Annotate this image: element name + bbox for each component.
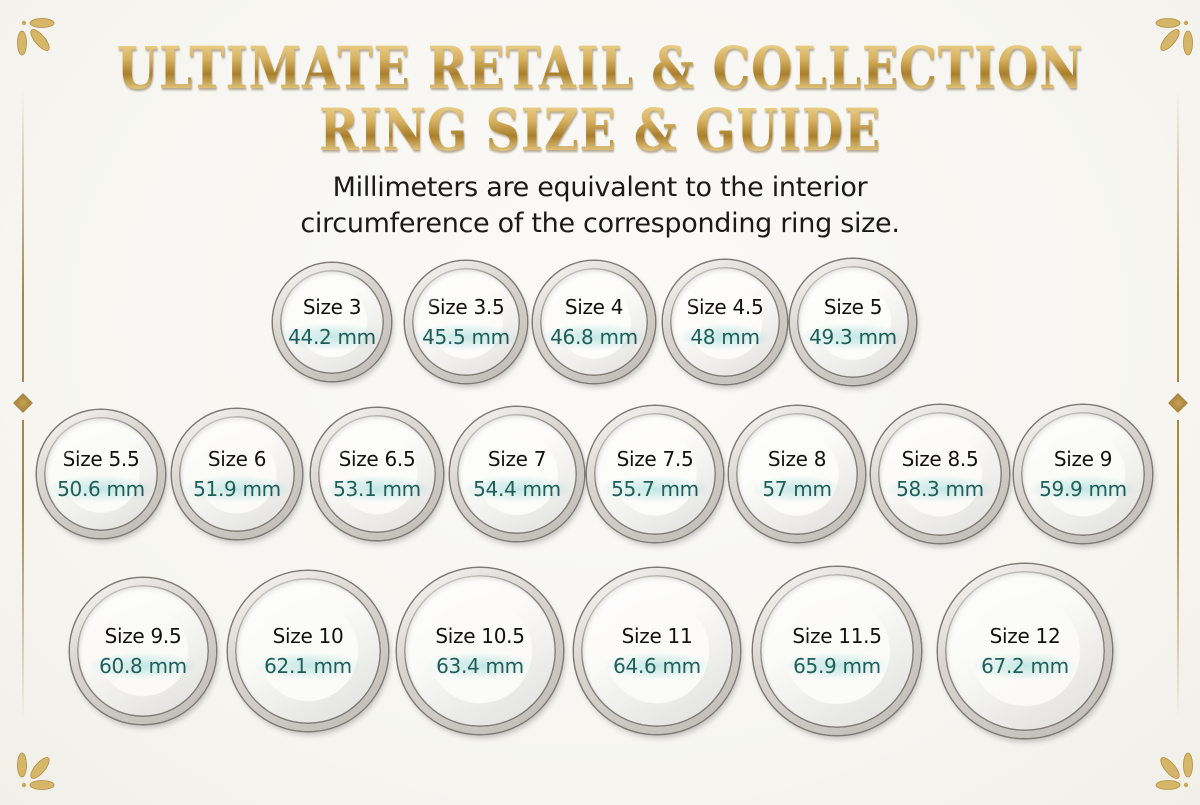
leaf-cluster-icon-top-right	[1130, 10, 1200, 80]
subtitle-line-2: circumference of the corresponding ring …	[300, 208, 900, 239]
ring-size-item: Size 4 46.8 mm	[533, 261, 655, 383]
ring-size-item: Size 7 54.4 mm	[450, 407, 584, 541]
ring-size-label: Size 4.5	[686, 294, 764, 319]
ring-circumference-mm: 51.9 mm	[185, 475, 289, 502]
ring-circumference-mm: 63.4 mm	[428, 652, 532, 679]
right-border-line-top	[1177, 90, 1179, 382]
ring-size-label: Size 11	[621, 623, 693, 648]
ring-circumference-mm: 58.3 mm	[888, 475, 992, 502]
ring-size-label: Size 12	[989, 623, 1061, 648]
ring-circumference-mm: 60.8 mm	[91, 652, 195, 679]
subtitle-line-1: Millimeters are equivalent to the interi…	[332, 172, 868, 203]
ring-size-label: Size 10	[272, 623, 344, 648]
ring-size-label: Size 9	[1053, 446, 1113, 471]
ring-size-label: Size 4	[564, 294, 624, 319]
ring-size-item: Size 3.5 45.5 mm	[405, 261, 527, 383]
ring-size-label: Size 5	[823, 294, 883, 319]
ring-size-label: Size 6	[207, 446, 267, 471]
left-border-line-bottom	[22, 420, 24, 720]
leaf-cluster-icon	[17, 752, 55, 790]
leaf-cluster-icon-bottom-right	[1130, 728, 1200, 798]
ring-circumference-mm: 55.7 mm	[603, 475, 707, 502]
ring-size-item: Size 11.5 65.9 mm	[753, 567, 921, 735]
ring-circumference-mm: 59.9 mm	[1031, 475, 1135, 502]
gold-diamond-icon-left	[13, 393, 33, 413]
ring-size-item: Size 7.5 55.7 mm	[587, 406, 723, 542]
ring-size-item: Size 8.5 58.3 mm	[871, 405, 1009, 543]
leaf-cluster-icon	[17, 18, 55, 56]
ring-size-label: Size 6.5	[338, 446, 416, 471]
ring-circumference-mm: 48 mm	[682, 323, 768, 350]
ring-size-label: Size 3	[302, 294, 362, 319]
ring-size-label: Size 10.5	[435, 623, 525, 648]
ring-size-label: Size 8.5	[901, 446, 979, 471]
ring-circumference-mm: 57 mm	[754, 475, 840, 502]
gold-diamond-icon-right	[1168, 393, 1188, 413]
leaf-cluster-icon-top-left	[10, 10, 80, 80]
ring-size-item: Size 9.5 60.8 mm	[70, 578, 216, 724]
ring-circumference-mm: 54.4 mm	[465, 475, 569, 502]
ring-size-label: Size 5.5	[62, 446, 140, 471]
ring-size-item: Size 5 49.3 mm	[790, 259, 916, 385]
ring-size-item: Size 8 57 mm	[729, 406, 865, 542]
leaf-cluster-icon-bottom-left	[10, 728, 80, 798]
ring-size-label: Size 7	[487, 446, 547, 471]
ring-circumference-mm: 67.2 mm	[973, 652, 1077, 679]
ring-size-item: Size 11 64.6 mm	[574, 568, 740, 734]
right-border-line-bottom	[1177, 420, 1179, 720]
ring-size-item: Size 9 59.9 mm	[1014, 405, 1152, 543]
ring-circumference-mm: 49.3 mm	[801, 323, 905, 350]
ring-circumference-mm: 62.1 mm	[256, 652, 360, 679]
ring-size-label: Size 7.5	[616, 446, 694, 471]
ring-size-label: Size 11.5	[792, 623, 882, 648]
ring-circumference-mm: 53.1 mm	[325, 475, 429, 502]
left-border-line-top	[22, 90, 24, 382]
leaf-cluster-icon	[1155, 752, 1193, 790]
page-title-line-1: ULTIMATE RETAIL & COLLECTION	[108, 38, 1092, 98]
ring-circumference-mm: 46.8 mm	[542, 323, 646, 350]
ring-circumference-mm: 64.6 mm	[605, 652, 709, 679]
ring-size-item: Size 6 51.9 mm	[172, 409, 302, 539]
ring-size-item: Size 3 44.2 mm	[273, 263, 391, 381]
ring-size-item: Size 4.5 48 mm	[663, 260, 787, 384]
ring-size-item: Size 12 67.2 mm	[938, 564, 1112, 738]
ring-size-item: Size 10 62.1 mm	[228, 571, 388, 731]
ring-size-item: Size 6.5 53.1 mm	[311, 408, 443, 540]
ring-size-label: Size 8	[767, 446, 827, 471]
ring-size-label: Size 3.5	[427, 294, 505, 319]
ring-circumference-mm: 65.9 mm	[785, 652, 889, 679]
page-title-line-2: RING SIZE & GUIDE	[108, 100, 1092, 160]
ring-size-item: Size 10.5 63.4 mm	[397, 568, 563, 734]
ring-circumference-mm: 44.2 mm	[280, 323, 384, 350]
leaf-cluster-icon	[1155, 18, 1193, 56]
ring-circumference-mm: 45.5 mm	[414, 323, 518, 350]
ring-size-item: Size 5.5 50.6 mm	[37, 410, 165, 538]
ring-size-label: Size 9.5	[104, 623, 182, 648]
ring-circumference-mm: 50.6 mm	[49, 475, 153, 502]
